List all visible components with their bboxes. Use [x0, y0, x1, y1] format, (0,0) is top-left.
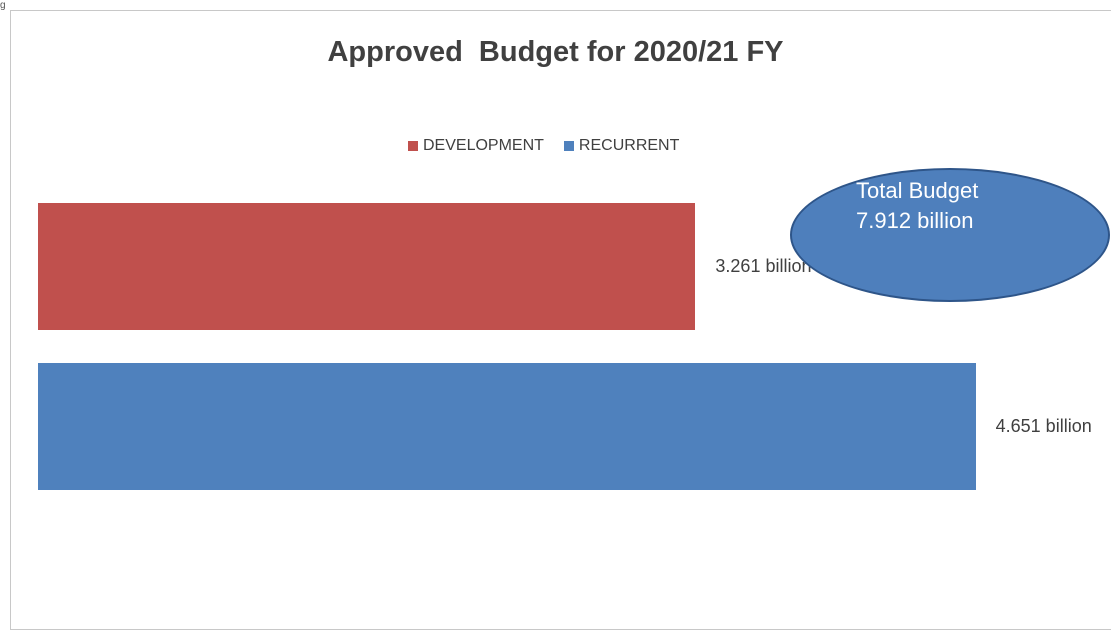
total-budget-text: Total Budget 7.912 billion	[856, 176, 978, 236]
bar-development	[38, 203, 696, 330]
legend-item-recurrent: RECURRENT	[563, 137, 680, 155]
chart-title: Approved Budget for 2020/21 FY	[327, 36, 784, 68]
legend: DEVELOPMENT RECURRENT	[408, 137, 699, 155]
legend-item-development: DEVELOPMENT	[408, 137, 544, 155]
legend-label-recurrent: RECURRENT	[578, 137, 680, 154]
data-label-development: 3.261 billion	[715, 255, 812, 276]
total-budget-line2: 7.912 billion	[856, 208, 974, 233]
legend-swatch-development	[408, 141, 418, 151]
corner-text: g	[0, 0, 6, 11]
bar-recurrent	[38, 363, 976, 490]
total-budget-line1: Total Budget	[856, 178, 979, 203]
total-budget-callout	[790, 168, 1110, 302]
legend-label-development: DEVELOPMENT	[423, 137, 544, 154]
data-label-recurrent: 4.651 billion	[995, 415, 1092, 436]
legend-swatch-recurrent	[563, 141, 574, 151]
